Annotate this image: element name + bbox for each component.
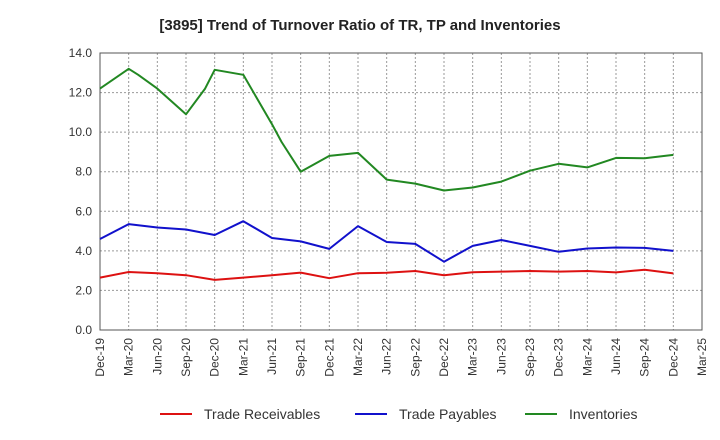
x-tick-label: Jun-21 [265, 338, 279, 375]
x-tick-label: Dec-23 [552, 338, 566, 377]
x-tick-label: Mar-24 [580, 338, 594, 376]
x-tick-label: Mar-20 [122, 338, 136, 376]
y-tick-label: 12.0 [69, 86, 93, 100]
x-tick-label: Mar-21 [236, 338, 250, 376]
y-tick-label: 10.0 [69, 125, 93, 139]
y-tick-label: 4.0 [75, 244, 92, 258]
legend-label: Trade Payables [399, 406, 497, 422]
x-tick-label: Mar-22 [351, 338, 365, 376]
legend-label: Inventories [569, 406, 637, 422]
x-tick-label: Dec-22 [437, 338, 451, 377]
x-tick-label: Sep-21 [294, 338, 308, 377]
legend-label: Trade Receivables [204, 406, 320, 422]
x-tick-label: Dec-20 [208, 338, 222, 377]
x-tick-label: Sep-20 [179, 338, 193, 377]
y-tick-label: 0.0 [75, 323, 92, 337]
x-tick-label: Sep-22 [408, 338, 422, 377]
y-tick-label: 14.0 [69, 46, 93, 60]
x-tick-label: Jun-23 [494, 338, 508, 375]
x-tick-label: Mar-23 [466, 338, 480, 376]
x-tick-label: Sep-23 [523, 338, 537, 377]
series-line-trade-payables [99, 220, 674, 263]
axes: 0.0 2.0 4.0 6.0 8.0 10.0 12.0 14.0 Dec-19 Mar-20 J… [69, 46, 709, 377]
series-line-inventories [99, 67, 674, 192]
grid-lines [99, 52, 703, 331]
y-tick-label: 8.0 [75, 165, 92, 179]
x-tick-label: Dec-19 [93, 338, 107, 377]
chart-title: [3895] Trend of Turnover Ratio of TR, TP… [159, 17, 560, 34]
series-line-trade-receivables [99, 268, 674, 281]
x-tick-label: Jun-24 [609, 338, 623, 375]
x-tick-label: Dec-24 [666, 338, 680, 377]
x-tick-label: Mar-25 [695, 338, 709, 376]
legend: Trade Receivables Trade Payables Inventori… [160, 406, 637, 422]
y-tick-label: 6.0 [75, 204, 92, 218]
plot-frame [99, 52, 703, 331]
x-tick-label: Sep-24 [638, 338, 652, 377]
x-tick-label: Jun-22 [380, 338, 394, 375]
series-lines [99, 67, 674, 281]
x-tick-label: Jun-20 [150, 338, 164, 375]
y-tick-label: 2.0 [75, 283, 92, 297]
x-tick-label: Dec-21 [322, 338, 336, 377]
